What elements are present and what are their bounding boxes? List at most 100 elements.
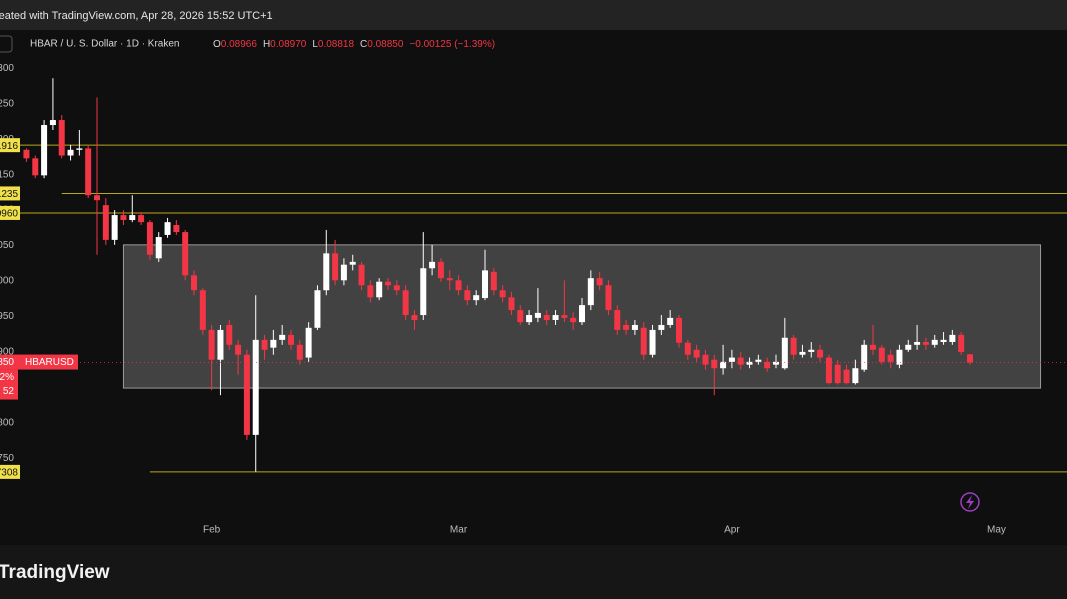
candle-body [808, 349, 815, 352]
candle-body [376, 281, 383, 298]
candle-body [191, 275, 197, 291]
candle-body [296, 344, 303, 360]
legend-key: L [312, 39, 318, 50]
candle-body [508, 297, 515, 311]
candle-body [155, 237, 162, 259]
candle-body [261, 339, 268, 350]
candle-body [587, 278, 594, 306]
plot [0, 78, 1067, 473]
candle-body [852, 368, 859, 384]
price-badge-line: 52 [3, 386, 15, 397]
candle-body [570, 317, 577, 323]
candle-body [940, 339, 947, 342]
y-tick-label: 0.1150 [0, 169, 14, 180]
candle-body [102, 205, 109, 240]
candle-body [243, 354, 250, 435]
candle-body [402, 290, 409, 316]
candle-body [349, 261, 356, 265]
header-title: Created with TradingView.com, Apr 28, 20… [0, 10, 273, 22]
level-badge-label: 0.10960 [0, 209, 18, 220]
level-badge [0, 138, 20, 153]
candle-body [834, 364, 841, 384]
candle-body [252, 339, 259, 435]
candle-body [693, 349, 700, 358]
price-badge-line: 2% [0, 372, 14, 383]
candle-body [552, 315, 559, 321]
y-tick-label: 0.1050 [0, 240, 14, 251]
candle-body [235, 344, 242, 355]
candle-body [164, 222, 171, 235]
candle-body [517, 310, 524, 323]
candle-body [596, 278, 603, 286]
candle-body [464, 290, 471, 301]
candle-body [967, 354, 973, 363]
candle-body [843, 369, 850, 384]
candle-body [684, 342, 691, 355]
candle-body [199, 290, 206, 330]
candle-body [288, 334, 294, 345]
candle-body [129, 215, 136, 221]
price-badge-symbol: HBARUSD [25, 357, 74, 368]
candle-body [711, 359, 718, 369]
x-tick-label: Mar [450, 525, 468, 536]
candle-body [146, 222, 153, 255]
candle-body [499, 290, 506, 298]
candle-body [23, 149, 30, 159]
candle-body [208, 329, 215, 360]
candle-body [922, 341, 929, 345]
candle-body [861, 344, 868, 370]
legend-symbol: HBAR / U. S. Dollar · 1D · Kraken [30, 39, 179, 50]
level-badge [0, 464, 20, 479]
candle-body [623, 324, 630, 330]
legend-value: 0.08966 [221, 39, 258, 50]
candle-body [217, 329, 224, 360]
candle-body [958, 334, 965, 352]
x-tick-label: Apr [724, 525, 740, 536]
candle-body [358, 264, 365, 286]
candle-body [746, 361, 753, 365]
candle-body [640, 327, 647, 355]
candle-body [614, 310, 621, 330]
candle-body [526, 315, 533, 323]
candle-body [305, 327, 312, 358]
legend-ohlc: O0.08966 H0.08970 L0.08818 C0.08850 −0.00125… [213, 39, 495, 50]
candle-body [182, 232, 189, 276]
candle-body [85, 148, 92, 196]
candle-body [949, 334, 956, 342]
candle-body [367, 285, 374, 298]
candle-body [878, 347, 885, 362]
candle-body [411, 315, 418, 321]
alert-icon[interactable] [960, 492, 980, 512]
candle-body [870, 344, 876, 350]
symbol-icon [0, 35, 13, 53]
y-tick-label: 0.1300 [0, 63, 14, 74]
candle-body [534, 312, 541, 318]
candle-body [323, 253, 330, 291]
candle-body [790, 337, 797, 355]
price-badge [0, 354, 78, 370]
candle-body [817, 349, 824, 358]
candle-body [314, 290, 321, 328]
x-tick-label: May [987, 525, 1006, 536]
candle-body [649, 329, 656, 355]
price-badge-extra [0, 369, 18, 400]
candle-body [279, 334, 286, 340]
candle-body [896, 349, 903, 365]
candle-body [799, 351, 806, 355]
candle-body [120, 215, 127, 221]
candle-body [658, 324, 665, 330]
candle-body [781, 337, 788, 369]
x-tick-label: Feb [203, 525, 221, 536]
header-bar [0, 0, 1067, 30]
level-badge [0, 205, 20, 220]
candle-body [420, 268, 427, 316]
alert-bolt [966, 495, 974, 509]
candle-body [720, 361, 727, 369]
candle-body [887, 354, 894, 362]
candle-body [482, 270, 488, 299]
candle-body [76, 148, 83, 150]
